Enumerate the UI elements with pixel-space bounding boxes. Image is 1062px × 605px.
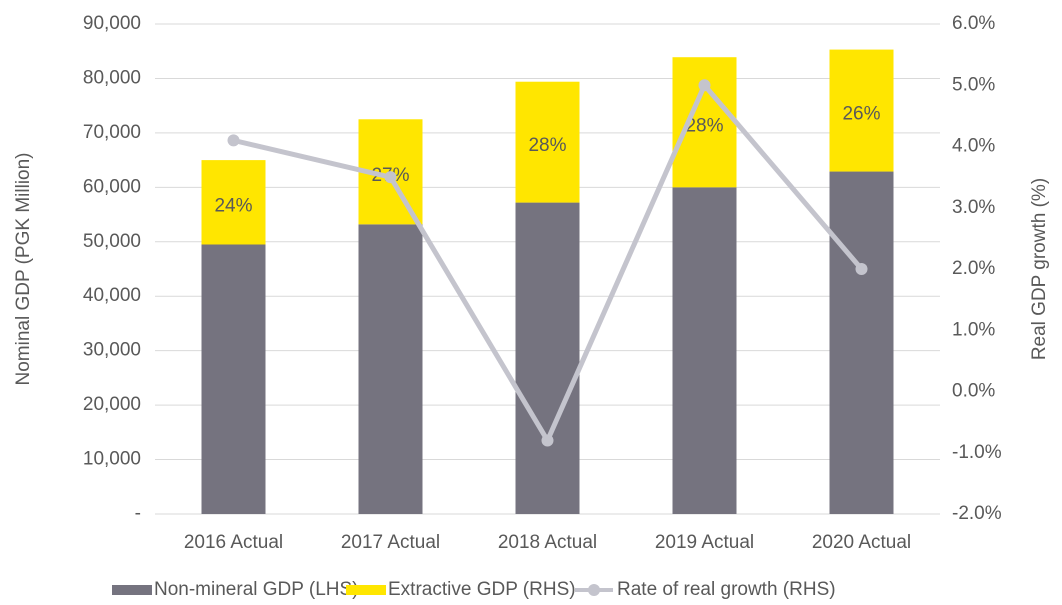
y2-tick-label: 2.0% [952, 258, 995, 279]
y-tick-label: 90,000 [83, 13, 141, 34]
y2-tick-label: 1.0% [952, 319, 995, 340]
y-tick-label: 80,000 [83, 67, 141, 88]
y2-tick-label: 6.0% [952, 13, 995, 34]
share-label: 24% [214, 195, 252, 216]
bar-segment [672, 187, 737, 515]
legend-label: Non-mineral GDP (LHS) [154, 579, 358, 600]
y2-tick-label: 5.0% [952, 74, 995, 95]
y2-axis-title: Real GDP growth (%) [1029, 178, 1050, 360]
y-tick-label: 40,000 [83, 285, 141, 306]
legend-label: Rate of real growth (RHS) [617, 579, 836, 600]
legend-swatch [588, 584, 600, 596]
share-label: 28% [528, 135, 566, 156]
growth-point [855, 263, 868, 275]
bar-segment [829, 49, 894, 172]
bar-segment [201, 160, 266, 245]
x-tick-label: 2018 Actual [498, 532, 597, 553]
share-label: 26% [842, 104, 880, 125]
y-tick-label: 20,000 [83, 394, 141, 415]
growth-point [541, 434, 554, 447]
growth-point [227, 134, 240, 147]
bar-segment [201, 244, 266, 514]
y-tick-label: - [135, 503, 141, 524]
y2-tick-label: 0.0% [952, 381, 995, 402]
y2-tick-label: 3.0% [952, 197, 995, 218]
bar-segment [829, 171, 894, 515]
x-tick-label: 2017 Actual [341, 532, 440, 553]
y-tick-label: 50,000 [83, 231, 141, 252]
bar-segment [515, 81, 580, 203]
legend-swatch [346, 585, 386, 595]
y-tick-label: 30,000 [83, 340, 141, 361]
legend-label: Extractive GDP (RHS) [388, 579, 576, 600]
x-tick-label: 2016 Actual [184, 532, 283, 553]
y-axis-title: Nominal GDP (PGK Million) [13, 153, 34, 386]
growth-point [384, 171, 397, 184]
y-tick-label: 60,000 [83, 176, 141, 197]
y-tick-label: 10,000 [83, 449, 141, 470]
bar-segment [358, 224, 423, 514]
legend-swatch [112, 585, 152, 595]
y2-tick-label: -2.0% [952, 503, 1002, 524]
share-label: 28% [685, 115, 723, 136]
growth-point [698, 79, 711, 92]
x-tick-label: 2020 Actual [812, 532, 911, 553]
x-tick-label: 2019 Actual [655, 532, 754, 553]
y2-tick-label: 4.0% [952, 136, 995, 157]
y2-tick-label: -1.0% [952, 442, 1002, 463]
y-tick-label: 70,000 [83, 122, 141, 143]
bar-segment [672, 57, 737, 188]
bar-segment [515, 202, 580, 515]
